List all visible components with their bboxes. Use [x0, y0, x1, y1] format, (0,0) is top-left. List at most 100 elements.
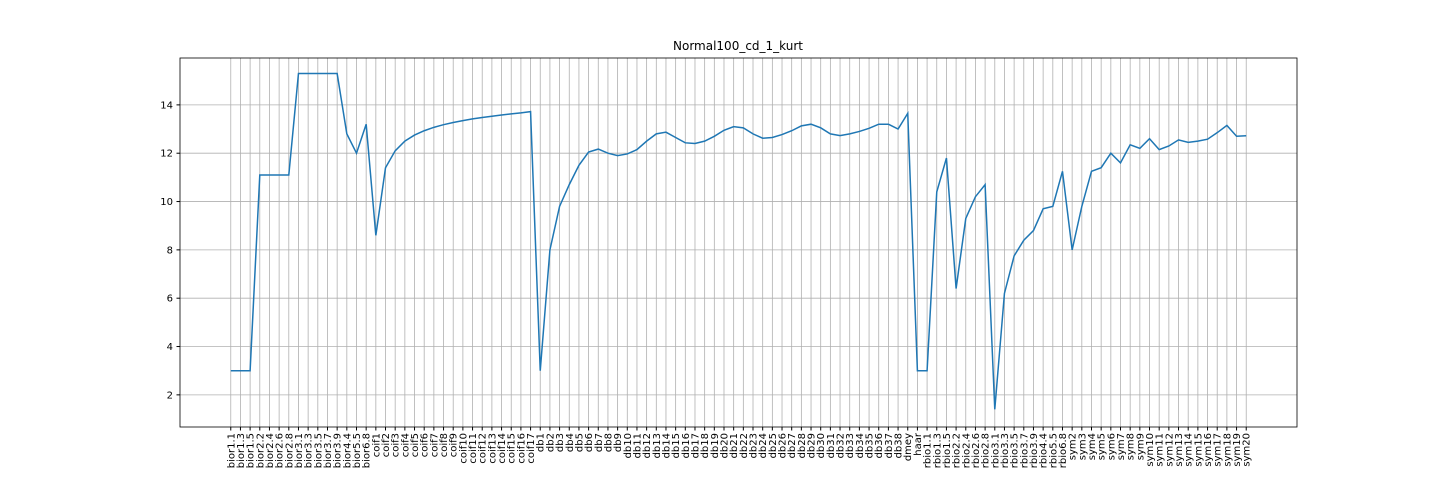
x-tick-label: db6	[584, 433, 595, 452]
x-tick-label: coif3	[391, 433, 402, 457]
x-tick-label: bior3.1	[294, 433, 305, 468]
x-tick-label: rbio3.5	[1010, 433, 1021, 468]
x-tick-label: db27	[787, 433, 798, 458]
x-tick-label: bior3.7	[323, 433, 334, 468]
x-tick-label: db23	[749, 433, 760, 458]
x-tick-label: bior1.1	[226, 433, 237, 468]
x-tick-label: db3	[555, 433, 566, 452]
x-tick-label: rbio3.7	[1019, 433, 1030, 468]
line-series	[230, 72, 1247, 410]
x-tick-label: haar	[913, 432, 924, 456]
x-tick-label: db30	[816, 433, 827, 458]
x-tick-label: rbio5.5	[1048, 433, 1059, 468]
x-tick-label: bior1.5	[246, 433, 257, 468]
x-tick-label: sym3	[1077, 433, 1088, 460]
x-tick-label: sym18	[1222, 433, 1233, 467]
x-tick-label: db31	[826, 433, 837, 458]
y-tick-label: 8	[167, 245, 173, 256]
y-tick-label: 2	[167, 390, 173, 401]
x-tick-label: sym15	[1193, 433, 1204, 467]
x-tick-label: rbio1.5	[942, 433, 953, 468]
x-tick-label: bior6.8	[362, 433, 373, 468]
x-tick-label: rbio1.3	[932, 433, 943, 468]
x-tick-label: sym17	[1213, 433, 1224, 467]
x-tick-label: db32	[836, 433, 847, 458]
x-tick-label: dmey	[903, 433, 914, 461]
x-tick-label: sym7	[1116, 433, 1127, 460]
chart-title: Normal100_cd_1_kurt	[673, 39, 803, 53]
x-tick-label: bior1.3	[236, 433, 247, 468]
x-tick-label: db29	[807, 433, 818, 458]
x-tick-label: coif12	[478, 433, 489, 464]
y-tick-label: 10	[160, 197, 173, 208]
x-tick-label: db38	[894, 433, 905, 458]
x-tick-label: bior4.4	[342, 433, 353, 468]
x-tick-label: rbio2.6	[971, 433, 982, 468]
x-tick-label: sym5	[1097, 433, 1108, 460]
y-tick-label: 4	[167, 342, 173, 353]
x-tick-label: db9	[613, 433, 624, 452]
x-tick-label: db14	[661, 433, 672, 458]
x-tick-label: sym11	[1155, 433, 1166, 467]
x-tick-label: coif11	[468, 433, 479, 464]
x-tick-label: rbio2.4	[961, 433, 972, 468]
x-tick-label: sym9	[1135, 433, 1146, 460]
x-tick-label: coif6	[420, 433, 431, 457]
x-tick-label: rbio2.8	[981, 433, 992, 468]
x-tick-label: coif9	[449, 433, 460, 457]
x-tick-label: db16	[681, 433, 692, 458]
x-tick-label: db11	[632, 433, 643, 458]
x-tick-label: coif8	[439, 433, 450, 457]
x-tick-label: bior3.3	[304, 433, 315, 468]
x-tick-label: coif4	[400, 433, 411, 457]
x-tick-label: coif16	[516, 433, 527, 464]
x-tick-label: db26	[778, 433, 789, 458]
x-tick-label: db13	[652, 433, 663, 458]
x-tick-label: rbio3.9	[1029, 433, 1040, 468]
x-tick-label: coif1	[371, 433, 382, 457]
x-tick-label: sym14	[1184, 433, 1195, 467]
x-tick-label: db19	[710, 433, 721, 458]
x-tick-label: db35	[865, 433, 876, 458]
x-tick-label: db28	[797, 433, 808, 458]
y-tick-label: 14	[160, 100, 173, 111]
x-tick-label: coif5	[410, 433, 421, 457]
x-tick-label: db17	[690, 433, 701, 458]
x-tick-label: rbio2.2	[952, 433, 963, 468]
plot-frame	[179, 57, 1298, 428]
x-tick-label: db5	[574, 433, 585, 452]
x-tick-label: db20	[719, 433, 730, 458]
x-tick-label: sym20	[1242, 433, 1253, 467]
x-tick-label: rbio1.1	[923, 433, 934, 468]
x-tick-label: db8	[603, 433, 614, 452]
x-tick-label: coif14	[497, 433, 508, 464]
x-tick-label: db22	[739, 433, 750, 458]
x-tick-label: db34	[855, 433, 866, 458]
x-tick-label: sym10	[1145, 433, 1156, 467]
x-tick-label: coif17	[526, 433, 537, 464]
x-tick-label: coif7	[429, 433, 440, 457]
x-tick-label: bior3.9	[333, 433, 344, 468]
x-tick-label: db10	[623, 433, 634, 458]
x-tick-label: db21	[729, 433, 740, 458]
x-tick-label: sym12	[1164, 433, 1175, 467]
x-tick-label: db12	[642, 433, 653, 458]
x-tick-label: sym8	[1126, 433, 1137, 460]
x-tick-label: coif2	[381, 433, 392, 457]
x-tick-label: db7	[594, 433, 605, 452]
x-tick-label: db1	[536, 433, 547, 452]
x-tick-label: rbio3.1	[990, 433, 1001, 468]
x-tick-label: sym6	[1106, 433, 1117, 460]
x-tick-label: db37	[884, 433, 895, 458]
x-tick-label: bior2.8	[284, 433, 295, 468]
x-tick-label: coif13	[487, 433, 498, 464]
x-tick-label: rbio4.4	[1039, 433, 1050, 468]
x-tick-label: db25	[768, 433, 779, 458]
x-tick-label: sym16	[1203, 433, 1214, 467]
x-tick-label: sym2	[1068, 433, 1079, 460]
x-tick-label: sym4	[1087, 433, 1098, 460]
y-tick-label: 12	[160, 149, 173, 160]
x-tick-label: db2	[545, 433, 556, 452]
x-tick-label: rbio3.3	[1000, 433, 1011, 468]
